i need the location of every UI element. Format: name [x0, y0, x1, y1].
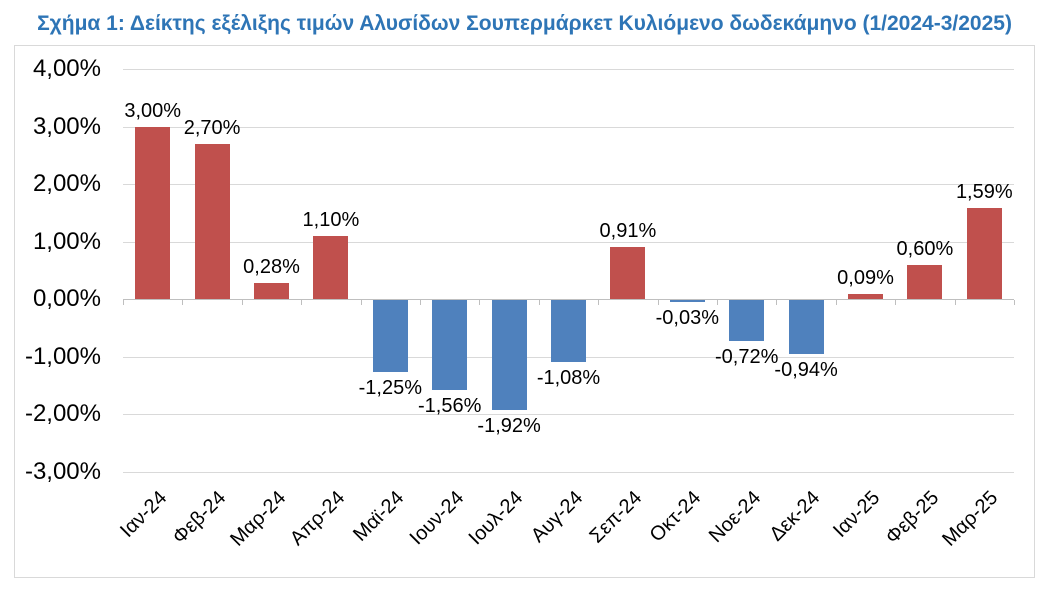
- axis-tick: [420, 300, 421, 305]
- gridline: [123, 126, 1014, 128]
- y-axis-tick-label: 2,00%: [32, 170, 101, 197]
- y-axis-tick-label: -1,00%: [24, 342, 101, 370]
- y-axis-tick-label: -2,00%: [24, 400, 101, 427]
- axis-tick: [598, 300, 600, 305]
- gridline: [123, 241, 1014, 243]
- axis-tick: [479, 300, 481, 305]
- bar-value-label: 0,91%: [599, 219, 657, 242]
- bar-Μαϊ-24: [372, 300, 408, 372]
- bar-Φεβ-24: [194, 143, 230, 299]
- bar-Οκτ-24: [669, 300, 705, 302]
- bar-Ιουν-24: [432, 300, 468, 390]
- y-axis-tick-label: 3,00%: [32, 112, 101, 140]
- gridline: [123, 414, 1014, 415]
- axis-tick: [895, 300, 897, 305]
- axis-tick: [717, 300, 718, 305]
- gridline: [123, 184, 1014, 185]
- bar-Νοε-24: [729, 300, 765, 342]
- bar-value-label: 1,59%: [955, 180, 1013, 203]
- bar-Δεκ-24: [788, 300, 824, 355]
- y-axis-tick-label: -3,00%: [24, 457, 101, 485]
- bar-Μαρ-25: [966, 207, 1002, 299]
- gridline: [123, 69, 1014, 70]
- axis-tick: [301, 300, 303, 305]
- axis-tick: [538, 300, 540, 305]
- y-axis-tick-label: 4,00%: [32, 55, 101, 82]
- gridline: [123, 471, 1014, 473]
- axis-tick: [182, 300, 184, 305]
- axis-tick: [241, 300, 243, 305]
- bar-Μαρ-24: [254, 282, 289, 299]
- bar-value-label: -1,08%: [536, 367, 601, 390]
- bar-value-label: -1,56%: [418, 394, 482, 417]
- bar-Ιαν-24: [135, 126, 171, 299]
- y-axis-tick-label: 0,00%: [32, 285, 101, 312]
- axis-tick: [1014, 300, 1015, 305]
- bar-value-label: 0,60%: [896, 237, 954, 260]
- bar-Απρ-24: [313, 235, 349, 299]
- axis-tick: [954, 300, 956, 305]
- axis-tick: [657, 300, 659, 305]
- bar-Ιαν-25: [848, 293, 883, 299]
- bar-value-label: -0,03%: [655, 307, 719, 329]
- bar-value-label: 2,70%: [183, 116, 241, 139]
- chart-title: Σχήμα 1: Δείκτης εξέλιξης τιμών Αλυσίδων…: [37, 12, 1012, 35]
- bar-value-label: 0,28%: [243, 255, 300, 278]
- bar-value-label: -1,92%: [477, 415, 541, 438]
- bar-Αυγ-24: [551, 300, 586, 363]
- y-axis-tick-label: 1,00%: [32, 227, 101, 255]
- bar-chart: 4,00% 3,00% 2,00% 1,00% 0,00% -1,00% -2,00% -3,…: [14, 45, 1035, 578]
- x-axis-line: [123, 299, 1014, 300]
- bar-value-label: 3,00%: [124, 99, 182, 122]
- bar-Ιουλ-24: [491, 300, 527, 411]
- bar-value-label: 0,09%: [837, 266, 894, 289]
- bar-value-label: -0,94%: [774, 359, 838, 382]
- axis-tick: [776, 300, 778, 305]
- bar-value-label: -1,25%: [358, 376, 422, 399]
- bar-value-label: 1,10%: [302, 208, 360, 231]
- bar-Φεβ-25: [907, 264, 943, 299]
- axis-tick: [835, 300, 837, 305]
- axis-tick: [123, 300, 124, 305]
- bar-Σεπ-24: [610, 246, 646, 299]
- bar-value-label: -0,72%: [715, 346, 779, 369]
- axis-tick: [360, 300, 362, 305]
